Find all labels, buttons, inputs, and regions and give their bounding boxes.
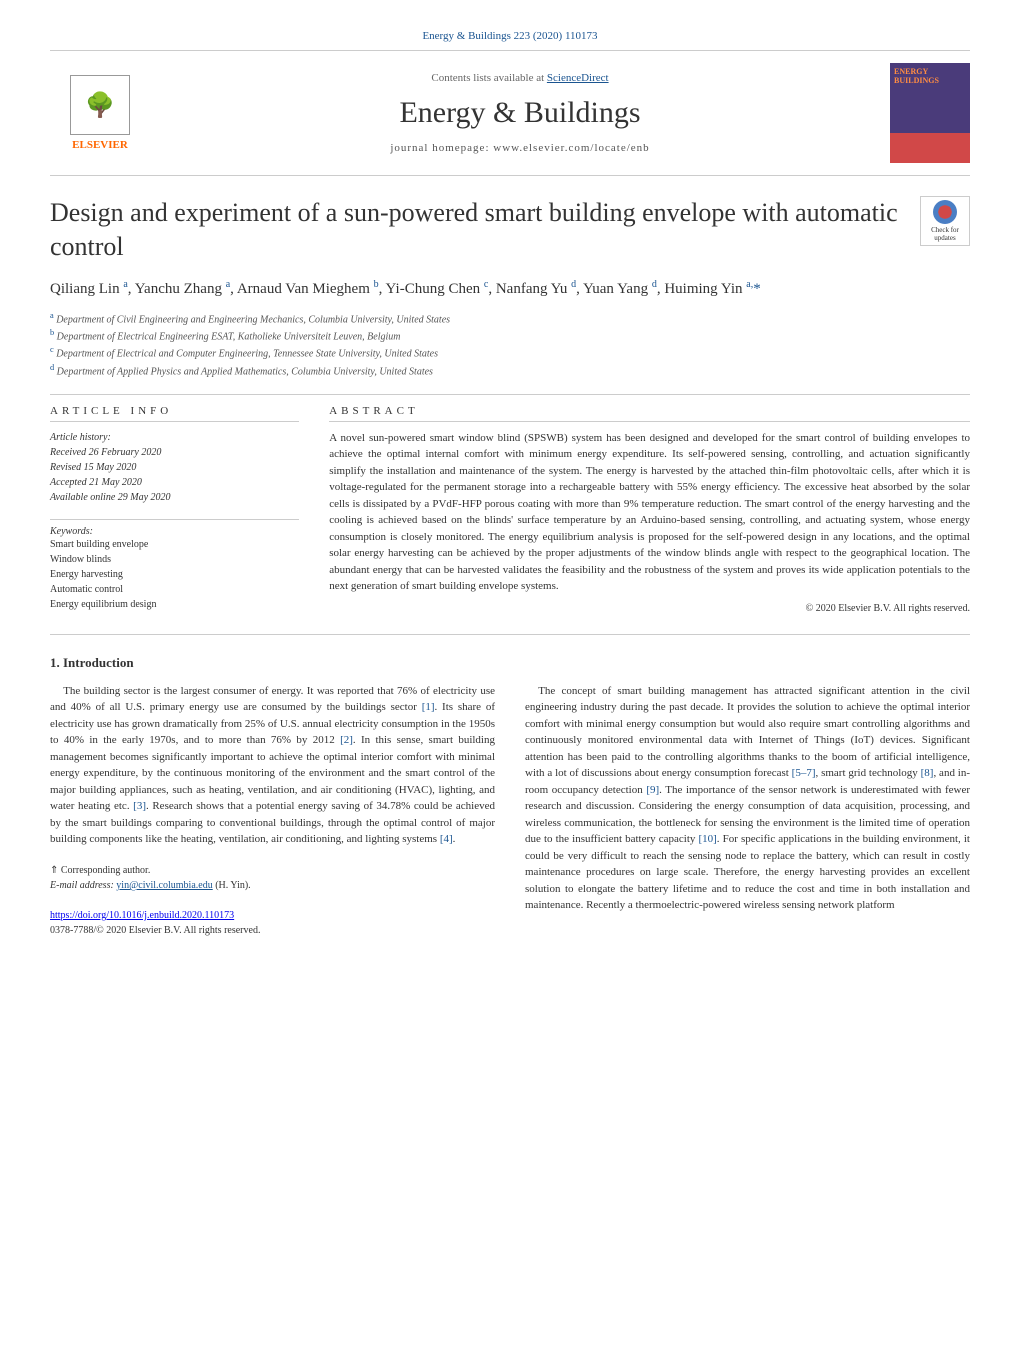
intro-para-1: The building sector is the largest consu…: [50, 683, 495, 848]
cover-title: ENERGY BUILDINGS: [890, 63, 970, 89]
journal-reference: Energy & Buildings 223 (2020) 110173: [50, 30, 970, 42]
corresp-name: (H. Yin).: [215, 880, 250, 891]
history-line: Accepted 21 May 2020: [50, 475, 299, 490]
affiliations: a Department of Civil Engineering and En…: [50, 310, 970, 379]
journal-name: Energy & Buildings: [150, 96, 890, 130]
corresp-symbol: ⇑ Corresponding author.: [50, 863, 495, 878]
corresponding-author-note: ⇑ Corresponding author. E-mail address: …: [50, 863, 495, 893]
affiliation-line: c Department of Electrical and Computer …: [50, 344, 970, 361]
check-updates-badge[interactable]: Check for updates: [920, 196, 970, 246]
authors-list: Qiliang Lin a, Yanchu Zhang a, Arnaud Va…: [50, 279, 970, 298]
article-info-column: article info Article history: Received 2…: [50, 405, 299, 614]
doi-line: https://doi.org/10.1016/j.enbuild.2020.1…: [50, 908, 495, 923]
doi-link[interactable]: https://doi.org/10.1016/j.enbuild.2020.1…: [50, 910, 234, 921]
history-line: Revised 15 May 2020: [50, 460, 299, 475]
abstract-text: A novel sun-powered smart window blind (…: [329, 430, 970, 595]
keywords-list: Smart building envelopeWindow blindsEner…: [50, 537, 299, 612]
affiliation-line: a Department of Civil Engineering and En…: [50, 310, 970, 327]
keywords-label: Keywords:: [50, 519, 299, 537]
publisher-logo: 🌳 ELSEVIER: [50, 63, 150, 163]
history-line: Available online 29 May 2020: [50, 490, 299, 505]
divider: [50, 394, 970, 395]
affiliation-line: d Department of Applied Physics and Appl…: [50, 362, 970, 379]
abstract-copyright: © 2020 Elsevier B.V. All rights reserved…: [329, 603, 970, 614]
keyword: Automatic control: [50, 582, 299, 597]
keyword: Window blinds: [50, 552, 299, 567]
journal-cover-thumbnail: ENERGY BUILDINGS: [890, 63, 970, 163]
header-center: Contents lists available at ScienceDirec…: [150, 72, 890, 154]
footer-copyright: 0378-7788/© 2020 Elsevier B.V. All right…: [50, 923, 495, 938]
history-line: Received 26 February 2020: [50, 445, 299, 460]
keyword: Energy equilibrium design: [50, 597, 299, 612]
check-updates-icon: [933, 200, 957, 224]
article-title: Design and experiment of a sun-powered s…: [50, 196, 900, 264]
keyword: Energy harvesting: [50, 567, 299, 582]
journal-homepage: journal homepage: www.elsevier.com/locat…: [150, 142, 890, 154]
contents-available-line: Contents lists available at ScienceDirec…: [150, 72, 890, 84]
body-text: The building sector is the largest consu…: [50, 683, 970, 938]
corresp-email-link[interactable]: yin@civil.columbia.edu: [116, 880, 212, 891]
intro-para-2: The concept of smart building management…: [525, 683, 970, 914]
email-label: E-mail address:: [50, 880, 116, 891]
history-label: Article history:: [50, 430, 299, 445]
check-updates-label: Check for updates: [921, 226, 969, 242]
sciencedirect-link[interactable]: ScienceDirect: [547, 72, 609, 84]
contents-label: Contents lists available at: [431, 72, 546, 84]
journal-header: 🌳 ELSEVIER Contents lists available at S…: [50, 50, 970, 176]
abstract-column: abstract A novel sun-powered smart windo…: [329, 405, 970, 614]
publisher-name: ELSEVIER: [72, 139, 128, 151]
divider: [50, 634, 970, 635]
abstract-heading: abstract: [329, 405, 970, 422]
elsevier-tree-icon: 🌳: [70, 75, 130, 135]
info-abstract-row: article info Article history: Received 2…: [50, 405, 970, 614]
title-section: Design and experiment of a sun-powered s…: [50, 196, 970, 264]
article-history: Article history: Received 26 February 20…: [50, 430, 299, 505]
keyword: Smart building envelope: [50, 537, 299, 552]
introduction-heading: 1. Introduction: [50, 655, 970, 671]
affiliation-line: b Department of Electrical Engineering E…: [50, 327, 970, 344]
article-info-heading: article info: [50, 405, 299, 422]
